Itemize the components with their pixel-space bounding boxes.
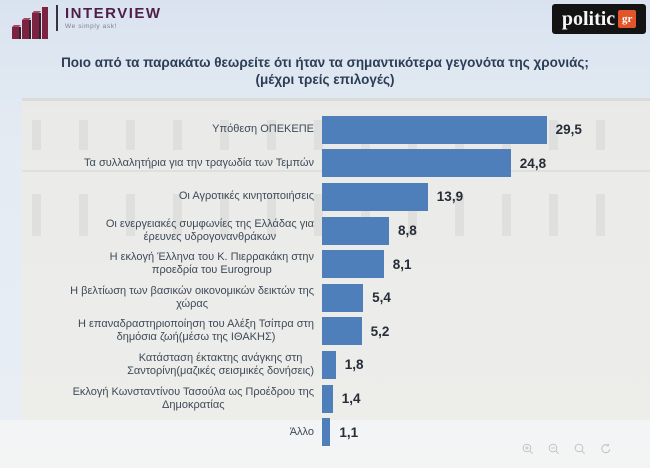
bar xyxy=(322,216,389,245)
building-cornice xyxy=(22,98,650,101)
value-label: 24,8 xyxy=(519,155,547,171)
bar xyxy=(322,115,547,144)
category-label: Άλλο xyxy=(289,425,314,438)
category-label: Οι Αγροτικές κινητοποιήσεις xyxy=(178,190,314,203)
chart-title-line2: (μέχρι τρείς επιλογές) xyxy=(255,72,395,87)
bar xyxy=(322,149,511,178)
bar xyxy=(322,182,428,211)
chart-row: Υπόθεση ΟΠΕΚΕΠΕ 29,5 xyxy=(22,113,650,147)
bar xyxy=(322,350,336,379)
category-label: Οι ενεργειακές συμφωνίες της Ελλάδας για… xyxy=(105,217,314,243)
chart-row: Τα συλλαλητήρια για την τραγωδία των Τεμ… xyxy=(22,147,650,181)
politic-logo-name: politic xyxy=(561,8,616,30)
bar xyxy=(322,384,333,413)
politic-logo: politic gr xyxy=(552,4,646,34)
value-label: 5,4 xyxy=(372,290,391,306)
interview-logo-name: INTERVIEW xyxy=(65,5,162,22)
rotate-icon[interactable] xyxy=(600,443,612,455)
chart-row: Κατάσταση έκτακτης ανάγκης στη Σαντορίνη… xyxy=(22,348,650,382)
interview-logo-tagline: We simply ask! xyxy=(65,23,117,30)
category-label: Εκλογή Κωνσταντίνου Τασούλα ως Προέδρου … xyxy=(72,385,314,411)
value-label: 1,8 xyxy=(344,357,364,373)
chart-row: Οι ενεργειακές συμφωνίες της Ελλάδας για… xyxy=(22,214,650,248)
chart-rows: Υπόθεση ΟΠΕΚΕΠΕ 29,5 Τα συλλαλητήρια για… xyxy=(22,113,650,449)
value-label: 13,9 xyxy=(436,189,464,205)
chart-row: Η εκλογή Έλληνα του Κ. Πιερρακάκη στην π… xyxy=(22,247,650,281)
interview-logo-text: INTERVIEW We simply ask! xyxy=(56,5,162,31)
bar-chart: Υπόθεση ΟΠΕΚΕΠΕ 29,5 Τα συλλαλητήρια για… xyxy=(22,113,650,449)
category-label: Η εκλογή Έλληνα του Κ. Πιερρακάκη στην π… xyxy=(109,251,314,277)
magnifier-icon[interactable] xyxy=(574,443,586,455)
value-label: 1,1 xyxy=(339,424,359,440)
value-label: 29,5 xyxy=(555,122,582,138)
bar xyxy=(322,250,384,279)
interview-logo: INTERVIEW We simply ask! xyxy=(10,5,162,46)
zoom-in-icon[interactable] xyxy=(522,443,534,455)
category-label: Η επαναδραστηριοποίηση του Αλέξη Τσίπρα … xyxy=(78,318,314,344)
chart-row: Η επαναδραστηριοποίηση του Αλέξη Τσίπρα … xyxy=(22,315,650,349)
chart-title-line1: Ποιο από τα παρακάτω θεωρείτε ότι ήταν τ… xyxy=(61,55,589,70)
chart-row: Εκλογή Κωνσταντίνου Τασούλα ως Προέδρου … xyxy=(22,382,650,416)
chart-row: Η βελτίωση των βασικών οικονομικών δεικτ… xyxy=(22,281,650,315)
category-label: Η βελτίωση των βασικών οικονομικών δεικτ… xyxy=(70,284,314,310)
category-label: Τα συλλαλητήρια για την τραγωδία των Τεμ… xyxy=(84,156,314,169)
value-label: 8,8 xyxy=(398,223,417,239)
image-viewer-controls xyxy=(522,443,612,455)
chart-row: Οι Αγροτικές κινητοποιήσεις 13,9 xyxy=(22,180,650,214)
bar xyxy=(322,317,362,346)
value-label: 8,1 xyxy=(392,256,412,272)
politic-logo-gr-badge: gr xyxy=(618,10,637,28)
chart-title: Ποιο από τα παρακάτω θεωρείτε ότι ήταν τ… xyxy=(0,54,650,88)
chart-row: Άλλο 1,1 xyxy=(22,415,650,449)
value-label: 5,2 xyxy=(370,323,390,339)
bar xyxy=(322,418,331,447)
interview-bars-icon xyxy=(10,5,50,46)
zoom-out-icon[interactable] xyxy=(548,443,560,455)
category-label: Κατάσταση έκτακτης ανάγκης στη Σαντορίνη… xyxy=(127,351,314,377)
value-label: 1,4 xyxy=(341,391,361,407)
bar xyxy=(322,283,364,312)
category-label: Υπόθεση ΟΠΕΚΕΠΕ xyxy=(212,123,314,136)
